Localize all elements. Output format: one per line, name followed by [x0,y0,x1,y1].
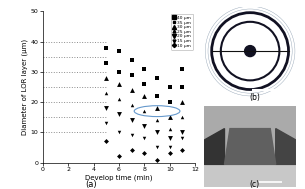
Text: (a): (a) [86,180,97,189]
Polygon shape [224,129,276,164]
Point [129,88,134,91]
Point [180,137,185,140]
Point [117,113,121,116]
Point [142,67,147,70]
X-axis label: Develop time (min): Develop time (min) [85,174,153,181]
Point [104,91,109,94]
Point [129,119,134,122]
Point [104,107,109,110]
Point [180,85,185,88]
Circle shape [245,46,256,57]
Point [155,146,160,149]
Point [104,140,109,143]
Point [129,134,134,137]
Point [167,146,172,149]
Point [167,137,172,140]
Point [180,116,185,119]
Polygon shape [204,129,224,164]
Point [180,67,185,70]
Point [142,125,147,128]
Point [167,85,172,88]
Point [167,128,172,131]
Bar [204,106,296,164]
Point [129,73,134,76]
Point [117,155,121,158]
Text: (c): (c) [249,180,260,189]
Point [117,82,121,85]
Point [180,101,185,104]
Point [155,131,160,134]
Point [142,137,147,140]
Legend: 40 μm, 35 μm, 30 μm, 25 μm, 20 μm, 15 μm, 10 μm: 40 μm, 35 μm, 30 μm, 25 μm, 20 μm, 15 μm… [171,14,193,50]
Point [104,76,109,79]
Point [142,152,147,155]
Point [117,70,121,73]
Point [155,119,160,122]
Point [167,152,172,155]
Point [180,131,185,134]
Point [142,110,147,113]
Point [104,61,109,64]
Point [167,116,172,119]
Point [129,104,134,107]
Point [180,149,185,152]
Point [167,101,172,104]
Point [142,94,147,98]
Point [155,107,160,110]
Point [117,131,121,134]
Polygon shape [276,129,296,164]
Point [117,98,121,101]
Y-axis label: Diameter of LOR layer (μm): Diameter of LOR layer (μm) [21,39,28,135]
Text: (b): (b) [249,93,260,102]
Point [155,158,160,161]
Point [155,76,160,79]
Point [142,82,147,85]
Point [117,49,121,52]
Bar [204,164,296,187]
Point [104,122,109,125]
Point [104,46,109,49]
Point [155,94,160,98]
Point [129,149,134,152]
Point [129,58,134,61]
